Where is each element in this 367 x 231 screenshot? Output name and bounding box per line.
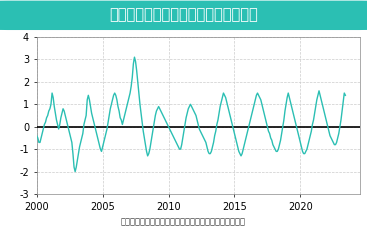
Text: エルニーニョ監視海域の基準値との差: エルニーニョ監視海域の基準値との差	[109, 7, 258, 22]
Text: （出所：気象庁より住友商事グローバルリサーチ作成）: （出所：気象庁より住友商事グローバルリサーチ作成）	[121, 217, 246, 226]
FancyBboxPatch shape	[0, 1, 367, 30]
